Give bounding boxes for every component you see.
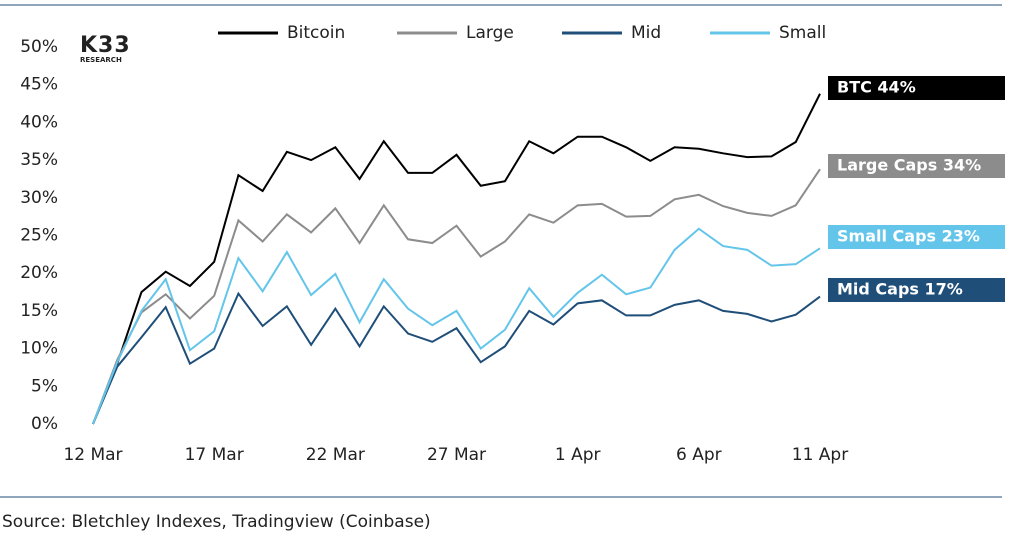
series-line [92, 291, 821, 425]
y-tick-label: 50% [20, 37, 58, 57]
annotation-label: Large Caps 34% [837, 156, 981, 175]
y-tick-label: 15% [20, 301, 58, 321]
annotation-box [828, 76, 1005, 100]
logo: K33 [80, 33, 131, 58]
x-tick-label: 27 Mar [427, 445, 486, 465]
y-tick-label: 35% [20, 150, 58, 170]
source: Source: Bletchley Indexes, Tradingview (… [2, 512, 431, 532]
y-tick-label: 45% [20, 75, 58, 95]
series-line [92, 227, 821, 425]
x-tick-label: 11 Apr [792, 445, 848, 465]
series-line [92, 93, 821, 425]
y-tick-label: 5% [31, 376, 58, 396]
legend-label: Large [466, 23, 514, 43]
x-tick-label: 17 Mar [185, 445, 244, 465]
logo-sub: RESEARCH [80, 56, 122, 64]
y-tick-label: 0% [31, 414, 58, 434]
legend-label: Bitcoin [287, 23, 345, 43]
series-line [92, 168, 821, 425]
y-tick-label: 20% [20, 263, 58, 283]
annotation-label: Small Caps 23% [837, 227, 980, 246]
annotation-box [828, 154, 1005, 178]
annotation-label: Mid Caps 17% [837, 280, 963, 299]
annotation-box [828, 225, 1005, 249]
x-tick-label: 22 Mar [306, 445, 365, 465]
y-tick-label: 25% [20, 226, 58, 246]
x-tick-label: 1 Apr [555, 445, 601, 465]
annotation-box [828, 278, 1005, 302]
legend-label: Small [779, 23, 826, 43]
x-tick-label: 6 Apr [676, 445, 722, 465]
y-tick-label: 10% [20, 339, 58, 359]
y-tick-label: 40% [20, 112, 58, 132]
x-tick-label: 12 Mar [63, 445, 122, 465]
annotation-label: BTC 44% [837, 78, 916, 97]
legend-label: Mid [631, 23, 661, 43]
y-tick-label: 30% [20, 188, 58, 208]
